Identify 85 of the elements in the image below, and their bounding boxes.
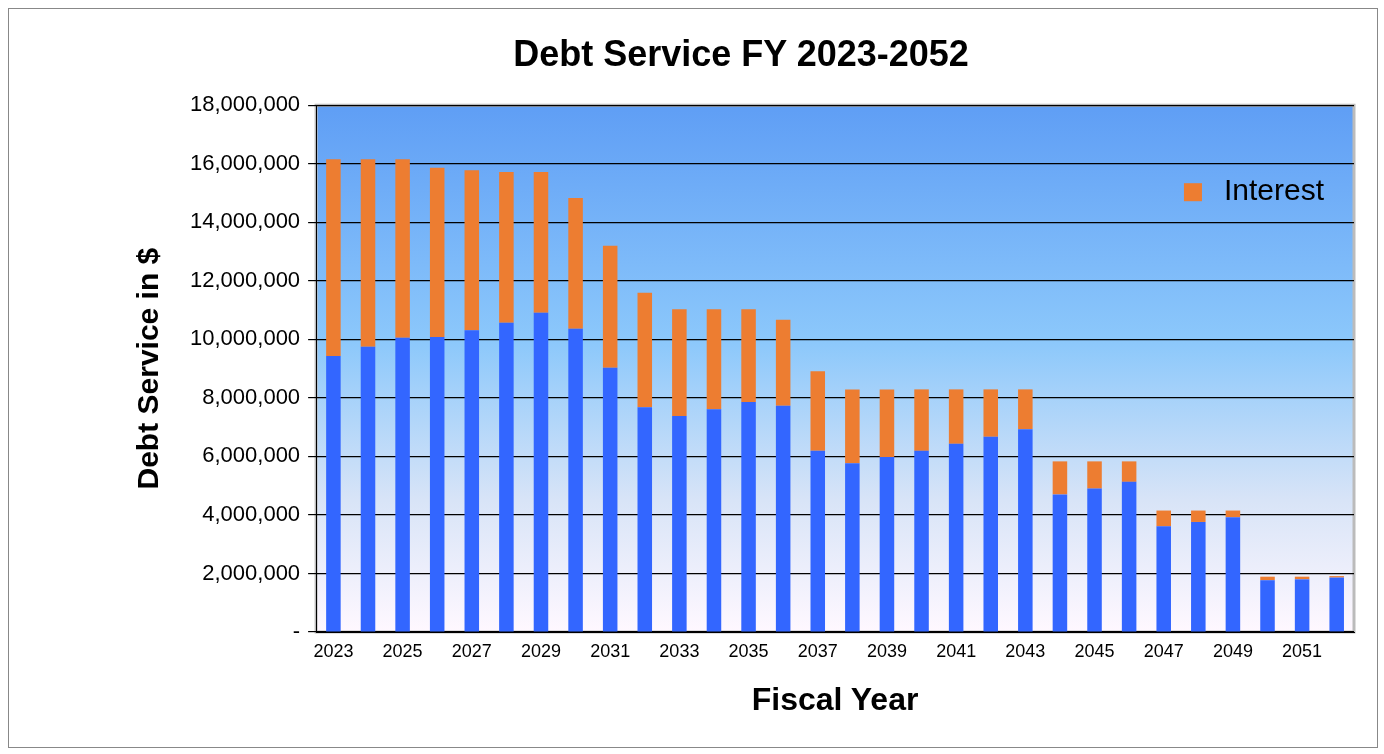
bar — [706, 309, 722, 410]
bar — [360, 346, 376, 632]
bar — [602, 367, 618, 632]
bar — [879, 456, 895, 632]
bar — [1156, 526, 1171, 632]
y-tick-label: 12,000,000 — [190, 266, 301, 292]
chart-title: Debt Service FY 2023-2052 — [513, 32, 969, 74]
bar — [533, 171, 549, 313]
y-tick-label: 10,000,000 — [190, 325, 301, 351]
bar — [1087, 461, 1102, 489]
bar — [533, 312, 549, 632]
bar — [983, 389, 998, 437]
x-tick-label: 2041 — [936, 640, 977, 661]
y-tick-label: 16,000,000 — [190, 149, 301, 175]
bar — [499, 322, 514, 632]
x-tick-label: 2037 — [797, 640, 838, 661]
x-axis-title: Fiscal Year — [751, 680, 919, 717]
bar — [948, 389, 964, 444]
bar — [775, 405, 791, 632]
bar — [706, 409, 722, 632]
x-tick-label: 2043 — [1005, 640, 1046, 661]
bar — [637, 292, 653, 408]
bar — [326, 159, 341, 357]
bar — [810, 371, 826, 451]
bar — [983, 436, 998, 632]
x-tick-label: 2047 — [1143, 640, 1184, 661]
bar — [741, 401, 756, 632]
bar — [914, 450, 929, 632]
bar — [810, 450, 826, 632]
bar — [1052, 461, 1068, 495]
y-tick-label: 14,000,000 — [190, 208, 301, 234]
bar — [1018, 429, 1033, 632]
bar — [1260, 580, 1275, 632]
bar — [672, 416, 687, 632]
x-tick-label: 2035 — [728, 640, 769, 661]
bar — [914, 389, 929, 451]
bar — [948, 443, 964, 632]
bar — [1121, 481, 1137, 632]
bar — [775, 319, 791, 406]
bar — [879, 389, 895, 457]
bar — [464, 170, 480, 331]
bar — [1052, 494, 1068, 632]
bar — [429, 167, 445, 337]
bar — [1225, 517, 1241, 632]
y-tick-label: 18,000,000 — [190, 91, 301, 117]
bar — [1087, 488, 1102, 632]
x-tick-label: 2029 — [520, 640, 562, 661]
x-tick-label: 2033 — [659, 640, 700, 661]
bar — [1191, 521, 1206, 632]
bar — [360, 159, 376, 347]
bar — [395, 159, 410, 338]
y-tick-label: - — [292, 618, 301, 644]
y-axis-title: Debt Service in $ — [131, 247, 165, 490]
bar — [326, 356, 341, 632]
bar — [395, 337, 410, 632]
x-tick-label: 2025 — [382, 640, 423, 661]
x-tick-label: 2027 — [451, 640, 492, 661]
bar — [499, 171, 514, 323]
y-tick-label: 2,000,000 — [202, 559, 301, 585]
bar — [672, 309, 687, 417]
bar — [1329, 577, 1344, 632]
bar — [741, 309, 756, 402]
bar — [637, 407, 653, 632]
bar — [602, 245, 618, 368]
x-tick-label: 2039 — [866, 640, 907, 661]
y-tick-label: 8,000,000 — [202, 383, 301, 409]
bar — [1191, 510, 1206, 522]
x-tick-label: 2049 — [1212, 640, 1253, 661]
x-tick-label: 2045 — [1074, 640, 1115, 661]
bar — [429, 336, 445, 632]
bar — [1121, 461, 1137, 482]
x-tick-label: 2051 — [1282, 640, 1323, 661]
y-tick-label: 4,000,000 — [202, 501, 301, 526]
y-tick-label: 6,000,000 — [202, 442, 301, 468]
bar — [464, 330, 480, 632]
x-tick-label: 2031 — [590, 640, 631, 661]
x-tick-label: 2023 — [313, 640, 354, 661]
legend-label: Interest — [1223, 173, 1325, 207]
bar — [845, 389, 860, 464]
bar — [568, 328, 583, 632]
bar — [1156, 510, 1171, 527]
bar — [1294, 579, 1310, 632]
bar — [1018, 389, 1033, 430]
bar — [845, 463, 860, 632]
bar — [568, 197, 583, 329]
